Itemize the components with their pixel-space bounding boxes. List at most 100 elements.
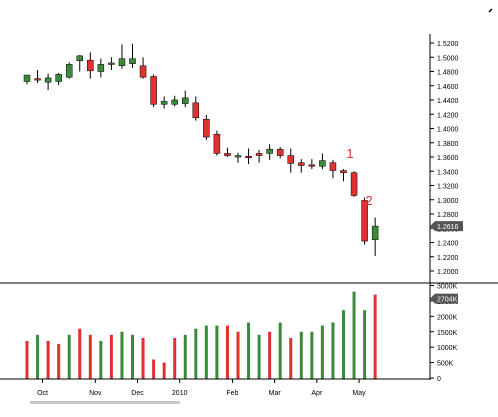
- candle: [266, 144, 273, 160]
- candle-body: [245, 156, 252, 159]
- candle: [371, 217, 379, 257]
- x-tick-label: Feb: [226, 390, 238, 397]
- candle: [87, 52, 94, 79]
- volume-bar: [320, 325, 324, 379]
- volume-tick-label: 1000K: [437, 345, 458, 352]
- candle-body: [287, 155, 294, 164]
- candle-body: [34, 78, 41, 81]
- volume-bar: [278, 322, 282, 379]
- volume-bar: [236, 331, 240, 379]
- candle-body: [160, 101, 168, 105]
- candle-body: [298, 162, 305, 166]
- candle-body: [55, 74, 62, 82]
- volume-bar: [257, 334, 261, 379]
- volume-bar: [36, 334, 40, 379]
- candle: [361, 197, 368, 245]
- volume-bar: [88, 334, 92, 379]
- candle-body: [108, 62, 115, 65]
- volume-bar: [268, 331, 272, 379]
- candle-body: [213, 133, 221, 154]
- candle-body: [44, 77, 52, 83]
- horizontal-scrollbar: [30, 401, 180, 404]
- volume-tick-label: 3000K: [437, 284, 458, 291]
- volume-bar: [310, 331, 314, 379]
- candle: [160, 96, 168, 109]
- price-tick-label: 1.2400: [437, 241, 459, 248]
- x-axis: Oct Nov Dec 2010 Feb Mar Apr May: [30, 379, 366, 404]
- candle: [171, 95, 178, 107]
- candle-body: [76, 55, 83, 62]
- candle: [55, 72, 62, 86]
- candle: [192, 96, 200, 121]
- volume-bar: [247, 322, 251, 379]
- candle-body: [319, 160, 326, 167]
- x-tick-label: Apr: [311, 390, 323, 397]
- candle: [255, 149, 263, 163]
- candle: [76, 55, 83, 72]
- x-tick-label: May: [352, 390, 366, 397]
- price-tick-label: 1.4000: [437, 127, 459, 134]
- candle-body: [276, 148, 284, 156]
- volume-bar: [120, 331, 124, 379]
- volume-bar: [352, 291, 356, 379]
- candle: [329, 159, 337, 179]
- volume-bar: [342, 310, 345, 379]
- candle: [182, 90, 189, 108]
- x-tick-label: Mar: [269, 390, 282, 397]
- candle: [350, 171, 358, 197]
- volume-bar: [173, 337, 177, 379]
- volume-bar: [373, 294, 377, 379]
- volume-bar: [46, 341, 50, 379]
- volume-bar: [215, 325, 219, 379]
- candle-body: [224, 153, 231, 156]
- candle: [340, 169, 347, 182]
- candle: [23, 74, 31, 85]
- candle: [150, 74, 157, 108]
- candle-body: [97, 64, 105, 72]
- candle-body: [129, 58, 136, 64]
- annotation-label: 1: [346, 146, 353, 161]
- candle: [97, 58, 105, 78]
- volume-tick-label: 2000K: [437, 314, 458, 321]
- volume-tick-label: 0: [437, 376, 441, 383]
- candle: [319, 153, 326, 170]
- price-tick-label: 1.3400: [437, 169, 459, 176]
- last-price-tag: [430, 221, 463, 232]
- volume-tick-label: 1500K: [437, 330, 458, 337]
- price-tick-label: 1.2000: [437, 269, 459, 276]
- candle-body: [329, 162, 337, 171]
- price-tick-label: 1.4400: [437, 98, 459, 105]
- price-panel: 1.20001.22001.24001.26001.28001.30001.32…: [23, 41, 463, 276]
- price-tick-label: 1.5000: [437, 55, 459, 62]
- price-tick-label: 1.5200: [437, 41, 459, 48]
- x-tick-label: 2010: [172, 390, 188, 397]
- volume-bar: [183, 334, 187, 379]
- price-tick-label: 1.4600: [437, 84, 459, 91]
- price-tick-label: 1.3000: [437, 198, 459, 205]
- candle: [34, 70, 41, 83]
- volume-bar: [141, 337, 145, 379]
- price-tick-label: 1.4200: [437, 112, 459, 119]
- candle-body: [139, 65, 147, 78]
- candle: [118, 44, 126, 69]
- corner-marker: [488, 8, 493, 13]
- volume-tick-label: 500K: [437, 361, 454, 368]
- candle: [203, 114, 210, 140]
- volume-bar: [225, 325, 229, 379]
- candle-body: [87, 59, 94, 72]
- candle-body: [234, 155, 242, 158]
- volume-bar: [99, 341, 103, 379]
- price-tick-label: 1.3600: [437, 155, 459, 162]
- volume-bar: [162, 362, 166, 379]
- last-price-label: 1.2616: [437, 224, 459, 231]
- candle-body: [182, 97, 189, 104]
- candle-body: [266, 148, 273, 154]
- candle: [276, 147, 284, 159]
- volume-bar: [204, 325, 208, 379]
- candle: [245, 148, 252, 165]
- candle: [213, 130, 221, 156]
- volume-panel: 3000K2500K2000K1500K1000K500K02704K: [25, 284, 458, 383]
- candle: [108, 57, 115, 71]
- price-tick-label: 1.3200: [437, 184, 459, 191]
